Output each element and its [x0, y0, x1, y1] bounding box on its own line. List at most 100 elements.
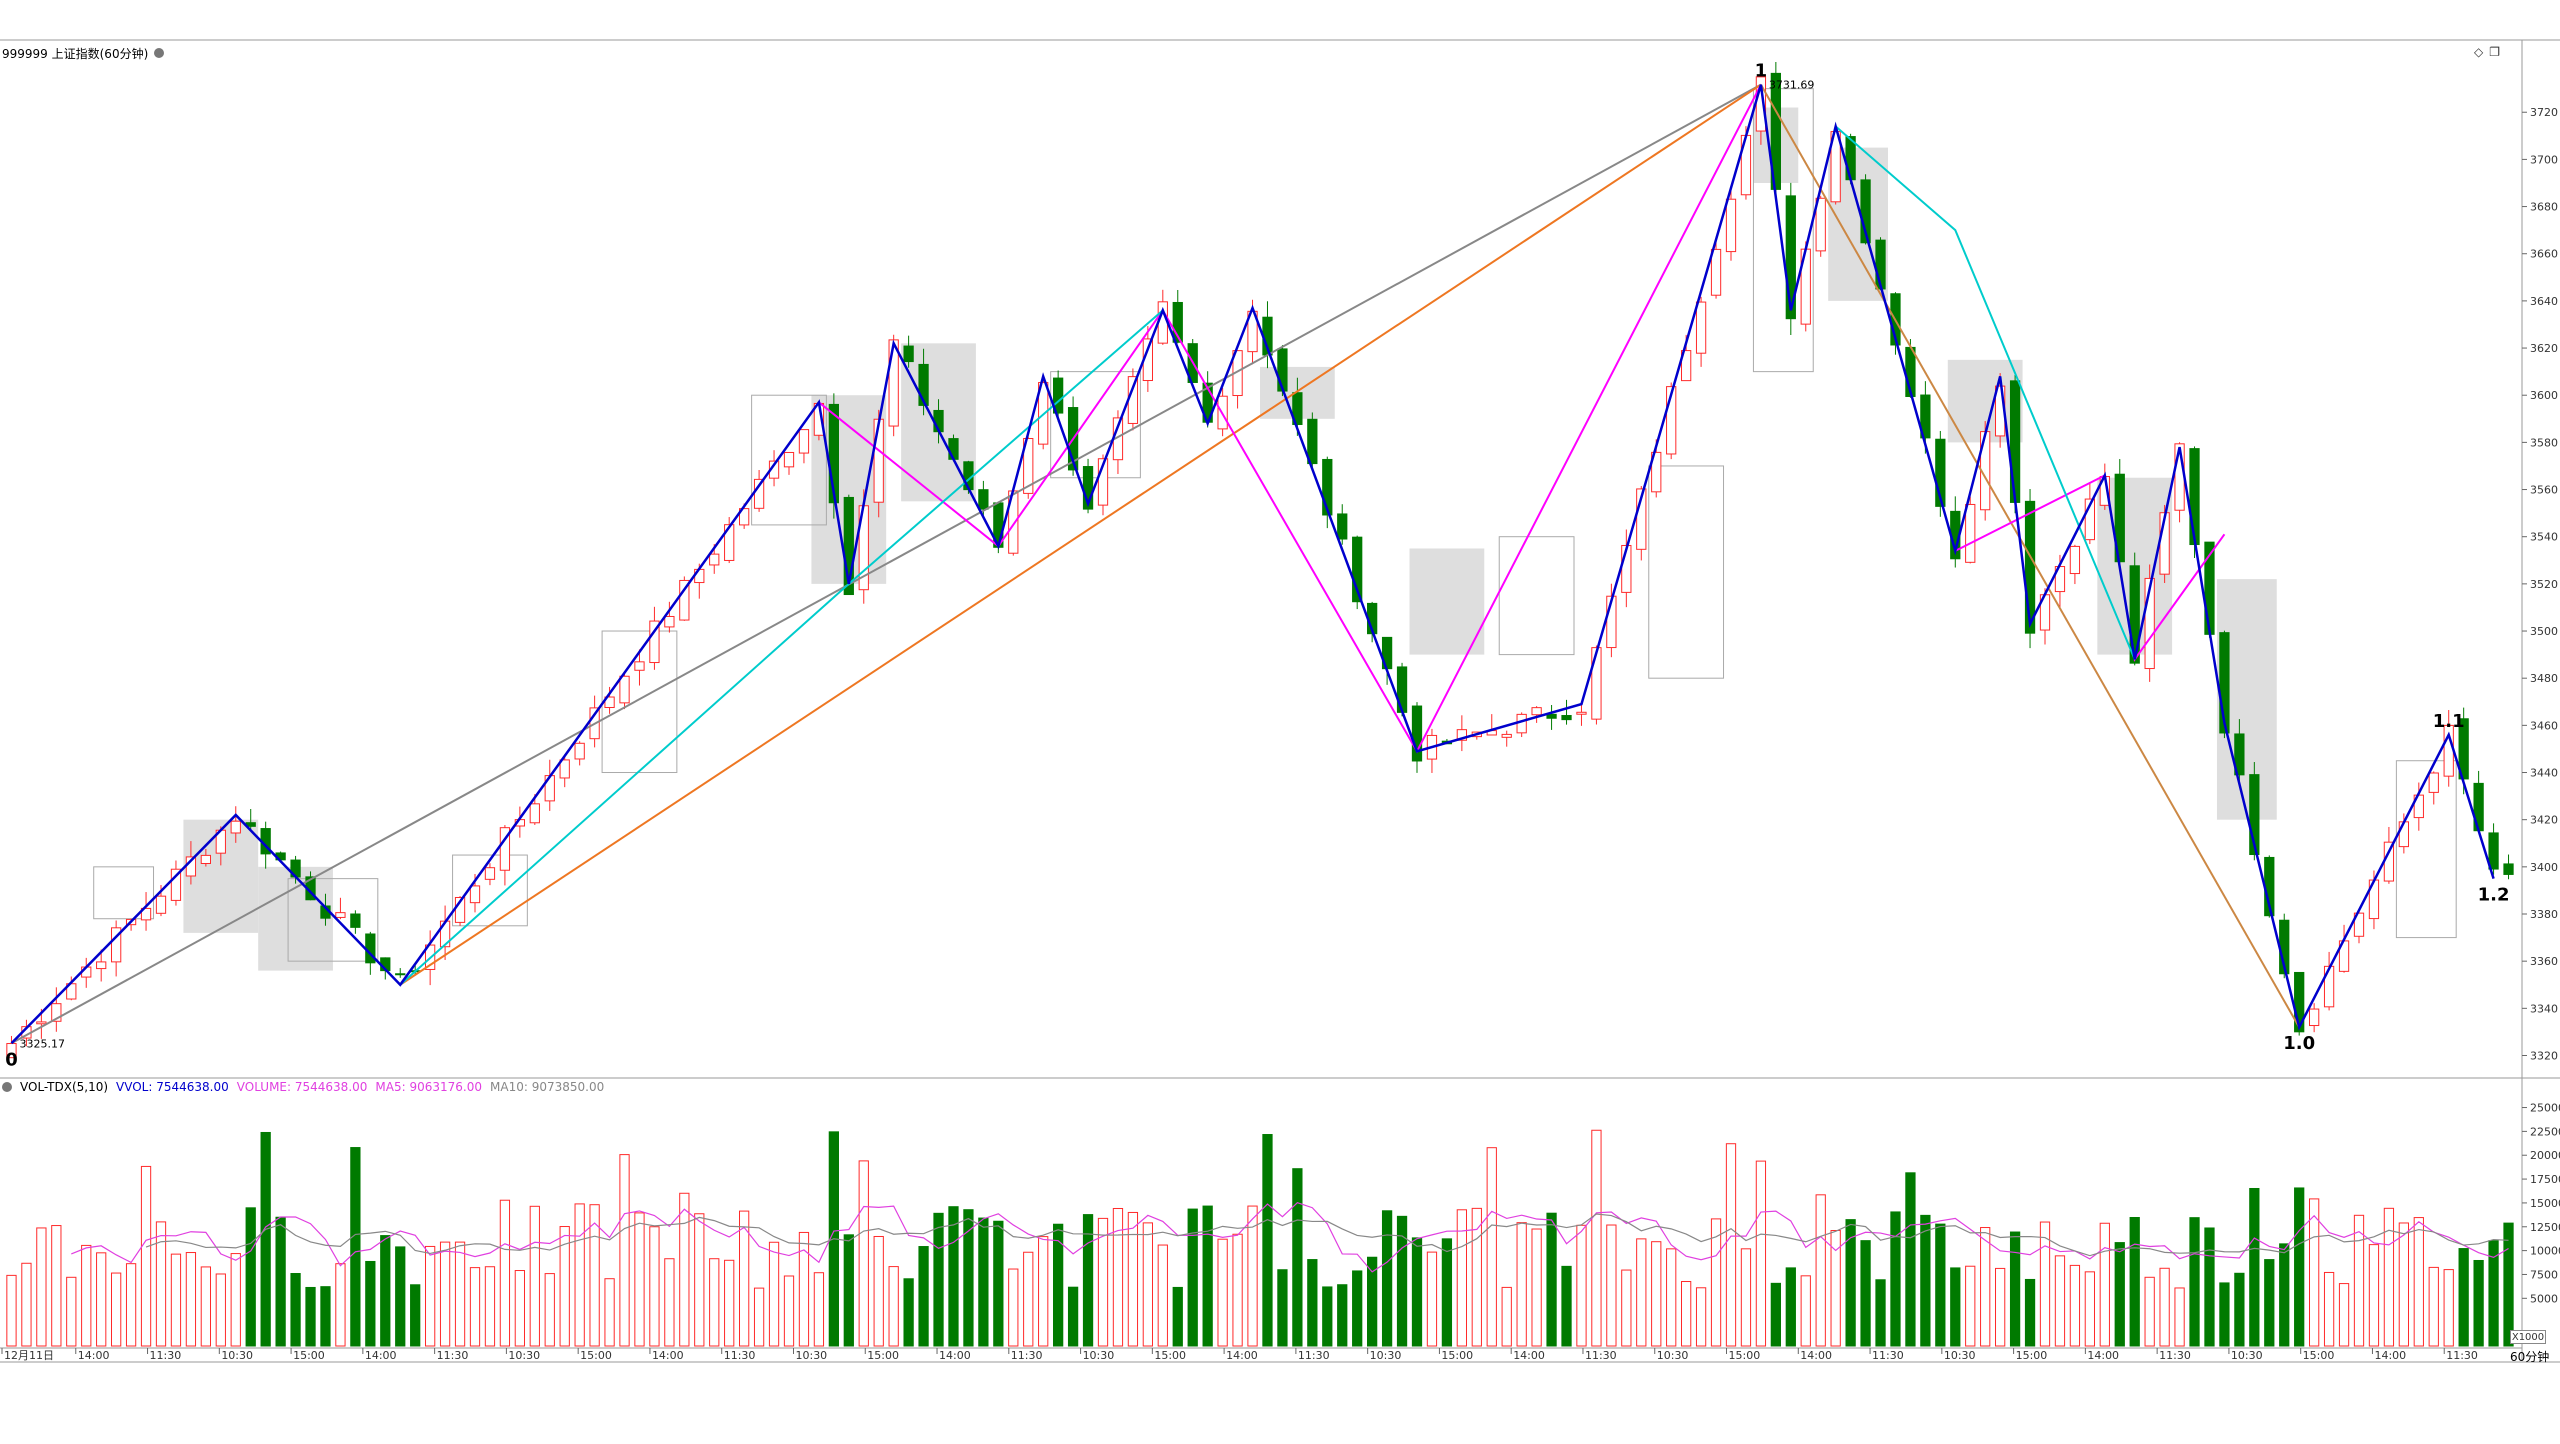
volume-bar [1082, 1214, 1094, 1347]
volume-bar [215, 1273, 226, 1347]
volume-bar [2264, 1259, 2275, 1347]
volume-bar [2189, 1217, 2200, 1347]
candle-body [739, 508, 750, 526]
candle-body [1352, 536, 1363, 603]
time-tick-label: 15:00 [1441, 1349, 1473, 1362]
candle-body [574, 742, 585, 760]
volume-bar [2488, 1240, 2499, 1347]
price-tick-label: 3380 [2530, 908, 2558, 921]
time-tick-label: 10:30 [1657, 1349, 1689, 1362]
volume-bar [2413, 1217, 2424, 1347]
range-box [93, 866, 155, 920]
volume-bar [1441, 1238, 1453, 1347]
volume-bar [1995, 1267, 2006, 1347]
volume-bar [1426, 1251, 1438, 1347]
volume-bar [589, 1204, 600, 1347]
volume-bar [1606, 1224, 1617, 1347]
volume-bar [679, 1192, 690, 1347]
volume-bar [1860, 1240, 1871, 1347]
brown-pattern-line [1760, 84, 2301, 1028]
volume-bar [1710, 1218, 1722, 1347]
candle-body [843, 496, 854, 596]
candle-body [604, 696, 615, 709]
candle-body [1546, 713, 1557, 719]
volume-bar [978, 1217, 989, 1347]
range-box [601, 630, 678, 774]
candle-body [2234, 733, 2245, 776]
vol-indicator-name[interactable]: VOL-TDX(5,10) [20, 1080, 109, 1094]
candle-body [1322, 458, 1333, 516]
time-tick-label: 15:00 [580, 1349, 612, 1362]
volume-tick-label: 12500 [2530, 1221, 2560, 1234]
candle-body [230, 820, 241, 834]
period-label[interactable]: 60分钟 [2510, 1350, 2550, 1364]
ma5-line [71, 1201, 2509, 1273]
volume-bar [1352, 1270, 1363, 1347]
volume-bar [1681, 1281, 1692, 1347]
time-tick-label: 14:00 [78, 1349, 110, 1362]
settings-gear-icon[interactable] [154, 48, 165, 58]
candle-body [350, 913, 361, 928]
price-tick-label: 3460 [2530, 719, 2558, 732]
volume-bar [2039, 1221, 2051, 1347]
volume-bar [1142, 1222, 1153, 1347]
volume-bar [1202, 1205, 1213, 1347]
volume-bar [1262, 1134, 1273, 1347]
volume-bar [155, 1221, 167, 1347]
volume-bar [51, 1225, 62, 1347]
volume-bar [1950, 1267, 1961, 1347]
volume-bar [2114, 1242, 2125, 1347]
time-tick-label: 14:00 [652, 1349, 684, 1362]
time-tick-label: 15:00 [1154, 1349, 1186, 1362]
volume-bar [185, 1252, 197, 1347]
candle-body [1636, 488, 1647, 550]
range-box [1752, 88, 1814, 373]
time-tick-label: 11:30 [150, 1349, 182, 1362]
volume-bar [529, 1205, 540, 1347]
volume-bar [1845, 1219, 1856, 1347]
volume-bar [903, 1278, 914, 1347]
volume-bar [768, 1241, 780, 1347]
volume-bar [395, 1246, 406, 1347]
volume-bar [1411, 1237, 1423, 1347]
candle-body [170, 868, 182, 901]
volume-bar [1456, 1209, 1467, 1347]
time-tick-label: 14:00 [1513, 1349, 1545, 1362]
candle-body [1935, 438, 1946, 507]
diamond-icon[interactable]: ◇ [2474, 45, 2484, 59]
volume-bar [1292, 1168, 1303, 1347]
wave-annotation: 1 [1755, 61, 1768, 82]
candle-body [2488, 832, 2499, 870]
volume-bar [2428, 1266, 2439, 1347]
time-tick-label: 11:30 [2159, 1349, 2191, 1362]
candle-body [873, 418, 884, 503]
time-tick-label: 10:30 [1370, 1349, 1402, 1362]
candle-body [1307, 418, 1318, 465]
wave-annotation: 1.1 [2433, 711, 2465, 732]
volume-bar [305, 1286, 316, 1347]
volume-value: VOLUME: 7544638.00 [236, 1080, 368, 1094]
volume-bar [1591, 1129, 1602, 1347]
candle-body [395, 973, 406, 976]
volume-bar [439, 1241, 451, 1347]
volume-bar [2294, 1187, 2305, 1347]
volume-bar [140, 1165, 152, 1347]
candle-body [2353, 912, 2365, 937]
volume-bar [2503, 1222, 2514, 1347]
candle-body [2189, 448, 2200, 546]
volume-bar [410, 1284, 421, 1347]
candle-body [2503, 863, 2514, 875]
volume-bar [514, 1270, 525, 1347]
candle-body [1172, 301, 1183, 343]
indicator-gear-icon[interactable] [2, 1082, 12, 1092]
volume-unit-box: X1000 [2510, 1330, 2546, 1344]
time-tick-label: 11:30 [1872, 1349, 1904, 1362]
volume-bar [1337, 1284, 1348, 1347]
ma10-line [145, 1213, 2509, 1257]
volume-bar [649, 1226, 660, 1347]
volume-bar [873, 1235, 884, 1347]
window-icon[interactable]: ❐ [2489, 45, 2500, 59]
candle-body [1456, 729, 1467, 741]
volume-bar [2353, 1214, 2365, 1347]
